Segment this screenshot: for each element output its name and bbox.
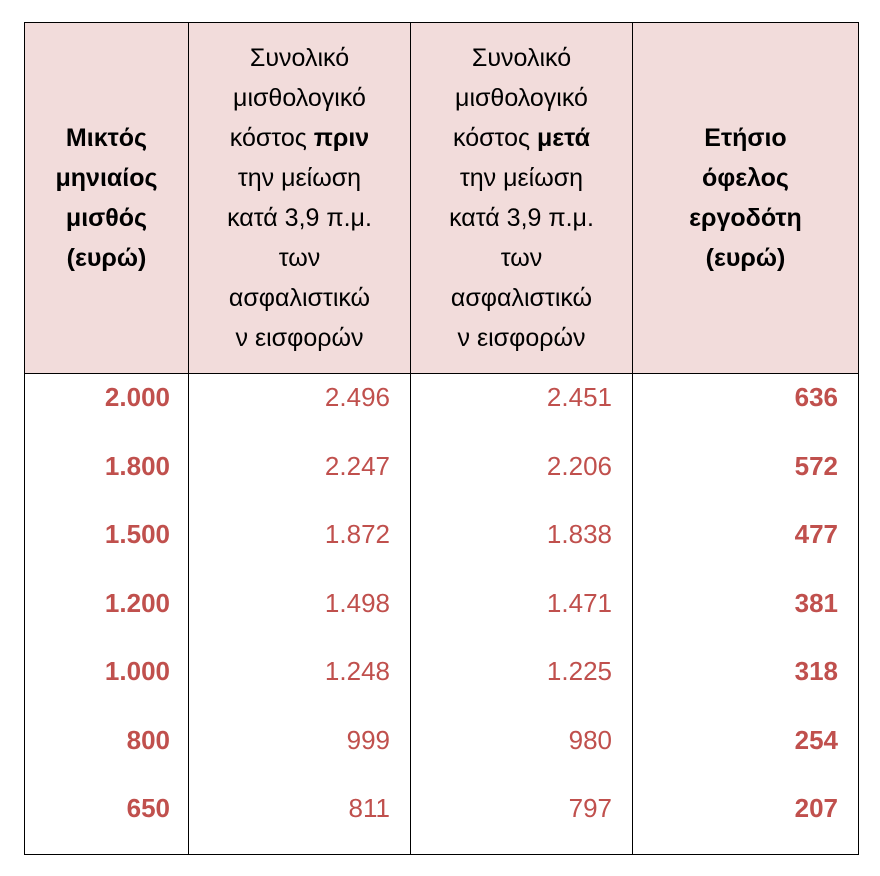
salary-cost-table: Μικτός μηνιαίος μισθός (ευρώ) Συνολικό μ… [24,22,859,855]
employer-benefit-value: 477 [794,519,838,549]
gross-salary-column: 2.000 1.800 1.500 1.200 1.000 800 650 [24,373,189,855]
employer-benefit-value: 636 [794,382,838,412]
employer-benefit-column: 636 572 477 381 318 254 207 [632,373,859,855]
gross-salary-value: 1.200 [104,587,170,618]
cost-after-value: 1.471 [546,587,612,618]
employer-benefit-value: 381 [794,587,838,618]
cost-before-value: 2.247 [324,450,390,481]
cost-before-value: 811 [348,793,390,823]
header-cost-after: Συνολικό μισθολογικό κόστος μετά την μεί… [410,22,633,374]
cost-before-column: 2.496 2.247 1.872 1.498 1.248 999 811 [188,373,411,855]
cost-after-value: 2.451 [546,382,612,412]
employer-benefit-value: 318 [794,656,838,686]
cost-before-value: 1.248 [324,656,390,686]
cost-after-value: 1.225 [546,656,612,686]
emphasis-after: μετά [536,124,590,152]
values-row: 2.000 1.800 1.500 1.200 1.000 800 650 2.… [24,373,859,855]
cost-before-value: 999 [346,724,390,755]
emphasis-before: πριν [313,124,370,152]
header-row: Μικτός μηνιαίος μισθός (ευρώ) Συνολικό μ… [24,22,859,374]
cost-after-column: 2.451 2.206 1.838 1.471 1.225 980 797 [410,373,633,855]
gross-salary-value: 1.500 [104,519,170,549]
cost-before-value: 2.496 [324,382,390,412]
employer-benefit-value: 254 [794,724,838,755]
gross-salary-value: 1.000 [104,656,170,686]
cost-after-value: 980 [568,724,612,755]
cost-before-value: 1.498 [324,587,390,618]
header-gross-salary: Μικτός μηνιαίος μισθός (ευρώ) [24,22,189,374]
gross-salary-value: 650 [126,793,170,823]
gross-salary-value: 2.000 [104,382,170,412]
employer-benefit-value: 572 [794,450,838,481]
header-employer-benefit: Ετήσιο όφελος εργοδότη (ευρώ) [632,22,859,374]
gross-salary-value: 800 [126,724,170,755]
cost-before-value: 1.872 [324,519,390,549]
cost-after-value: 2.206 [546,450,612,481]
cost-after-value: 1.838 [546,519,612,549]
header-cost-before: Συνολικό μισθολογικό κόστος πριν την μεί… [188,22,411,374]
cost-after-value: 797 [568,793,612,823]
employer-benefit-value: 207 [794,793,838,823]
gross-salary-value: 1.800 [104,450,170,481]
